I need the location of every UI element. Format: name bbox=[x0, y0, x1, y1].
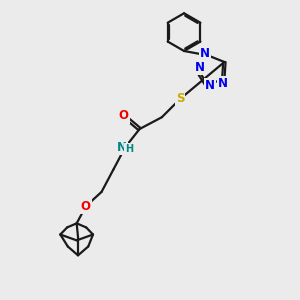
Text: O: O bbox=[119, 110, 129, 122]
Text: N: N bbox=[200, 47, 210, 60]
Text: N: N bbox=[218, 77, 228, 90]
Text: O: O bbox=[81, 200, 91, 213]
Text: N: N bbox=[117, 141, 127, 154]
Text: H: H bbox=[125, 144, 133, 154]
Text: N: N bbox=[205, 79, 214, 92]
Text: N: N bbox=[194, 61, 205, 74]
Text: S: S bbox=[176, 92, 184, 105]
